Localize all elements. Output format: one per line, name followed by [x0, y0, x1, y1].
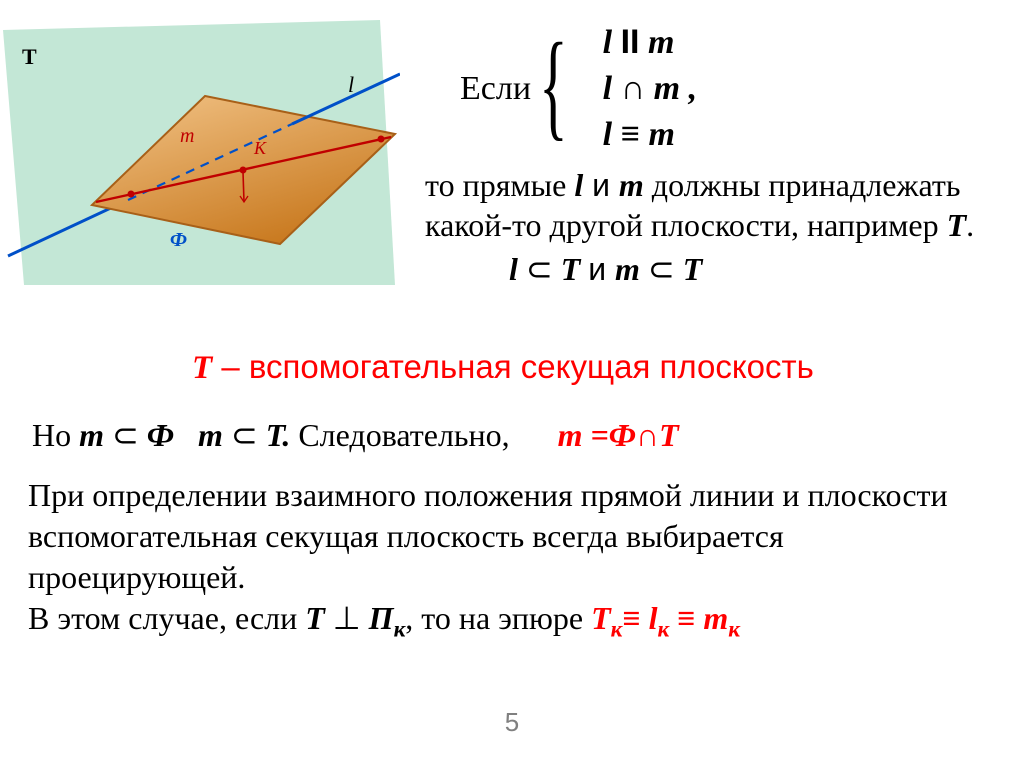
p3-t1: При определении взаимного положения прям…	[28, 477, 948, 595]
paragraph-3: При определении взаимного положения прям…	[28, 475, 998, 644]
slide-page: Т l m K Ф Если { l II m l ∩ m , l ≡ m	[0, 0, 1024, 768]
p1-text-b: и	[583, 167, 619, 203]
condition-lines: l II m l ∩ m , l ≡ m	[603, 20, 697, 158]
p2-req: =	[583, 417, 609, 453]
p2-rcap: ∩	[636, 417, 659, 453]
f-c: m	[615, 251, 640, 287]
cond2-b: m ,	[654, 70, 697, 107]
p2-Phi1: Ф	[147, 417, 174, 453]
cond-line-2: l ∩ m ,	[603, 66, 697, 112]
f-rel1: ⊂	[526, 251, 553, 287]
red-heading: Т – вспомогательная секущая плоскость	[192, 348, 1012, 387]
p3-Tk-sub: к	[611, 615, 623, 641]
cond-line-1: l II m	[603, 20, 697, 66]
cond1-a: l	[603, 24, 612, 61]
p1-var-m: m	[619, 167, 644, 203]
cond3-a: l	[603, 116, 612, 153]
p2-T: T.	[266, 417, 291, 453]
geometry-diagram: Т l m K Ф	[0, 20, 400, 290]
p2-m2: m	[198, 417, 223, 453]
left-brace-icon: {	[539, 45, 568, 125]
f-d: T	[683, 251, 703, 287]
p3-Tk: Т	[591, 600, 611, 636]
p2-rel2: ⊂	[231, 417, 258, 453]
f-conj: и	[588, 251, 615, 287]
p3-perp: ⊥	[333, 600, 361, 636]
p1-var-T: Т	[947, 207, 967, 243]
p1-text-a: то прямые	[425, 167, 574, 203]
p3-t2b: , то на эпюре	[405, 600, 591, 636]
p2-rPhi: Ф	[609, 417, 636, 453]
label-K: K	[253, 138, 267, 158]
f-b: T	[561, 251, 581, 287]
p2-pre: Но	[32, 417, 79, 453]
p1-formula: l ⊂ T и m ⊂ T	[425, 249, 1015, 289]
cond3-op: ≡	[621, 116, 640, 153]
page-number: 5	[0, 707, 1024, 738]
label-l: l	[348, 72, 354, 97]
paragraph-1: то прямые l и m должны принадлежать како…	[425, 165, 1015, 289]
p2-rT: T	[659, 417, 679, 453]
cond-line-3: l ≡ m	[603, 112, 697, 158]
label-T: Т	[22, 44, 37, 69]
p3-id2: ≡	[677, 600, 695, 636]
rh-T: Т	[192, 350, 212, 386]
dot-left	[128, 191, 135, 198]
p3-id1: ≡	[622, 600, 640, 636]
k-marker	[243, 172, 244, 202]
diagram-svg: Т l m K Ф	[0, 20, 400, 290]
cond2-op: ∩	[621, 70, 646, 107]
cond3-b: m	[648, 116, 674, 153]
p3-mk: m	[703, 600, 728, 636]
rh-rest: – вспомогательная секущая плоскость	[212, 348, 814, 385]
cond2-a: l	[603, 70, 612, 107]
dot-right	[378, 136, 385, 143]
p2-rel1: ⊂	[112, 417, 139, 453]
p3-Pi: П	[369, 600, 394, 636]
p1-var-l: l	[574, 167, 583, 203]
if-label: Если	[460, 70, 531, 108]
p2-follow: Следовательно,	[290, 417, 509, 453]
p2-rm: m	[558, 417, 583, 453]
paragraph-2: Но m ⊂ Ф m ⊂ T. Следовательно, m =Ф∩T	[32, 416, 992, 454]
conditions-block: Если { l II m l ∩ m , l ≡ m	[460, 20, 1000, 158]
p3-Pik: к	[394, 615, 406, 641]
label-Phi: Ф	[170, 229, 187, 251]
p3-lk-sub: к	[657, 615, 669, 641]
cond1-b: m	[648, 24, 674, 61]
f-rel2: ⊂	[648, 251, 675, 287]
f-a: l	[509, 251, 518, 287]
p3-t2a: В этом случае, если	[28, 600, 305, 636]
p3-mk-sub: к	[728, 615, 740, 641]
p2-m1: m	[79, 417, 104, 453]
cond1-op: II	[621, 23, 640, 61]
label-m: m	[180, 125, 194, 147]
p3-T: Т	[305, 600, 325, 636]
p1-text-d: .	[966, 207, 974, 243]
